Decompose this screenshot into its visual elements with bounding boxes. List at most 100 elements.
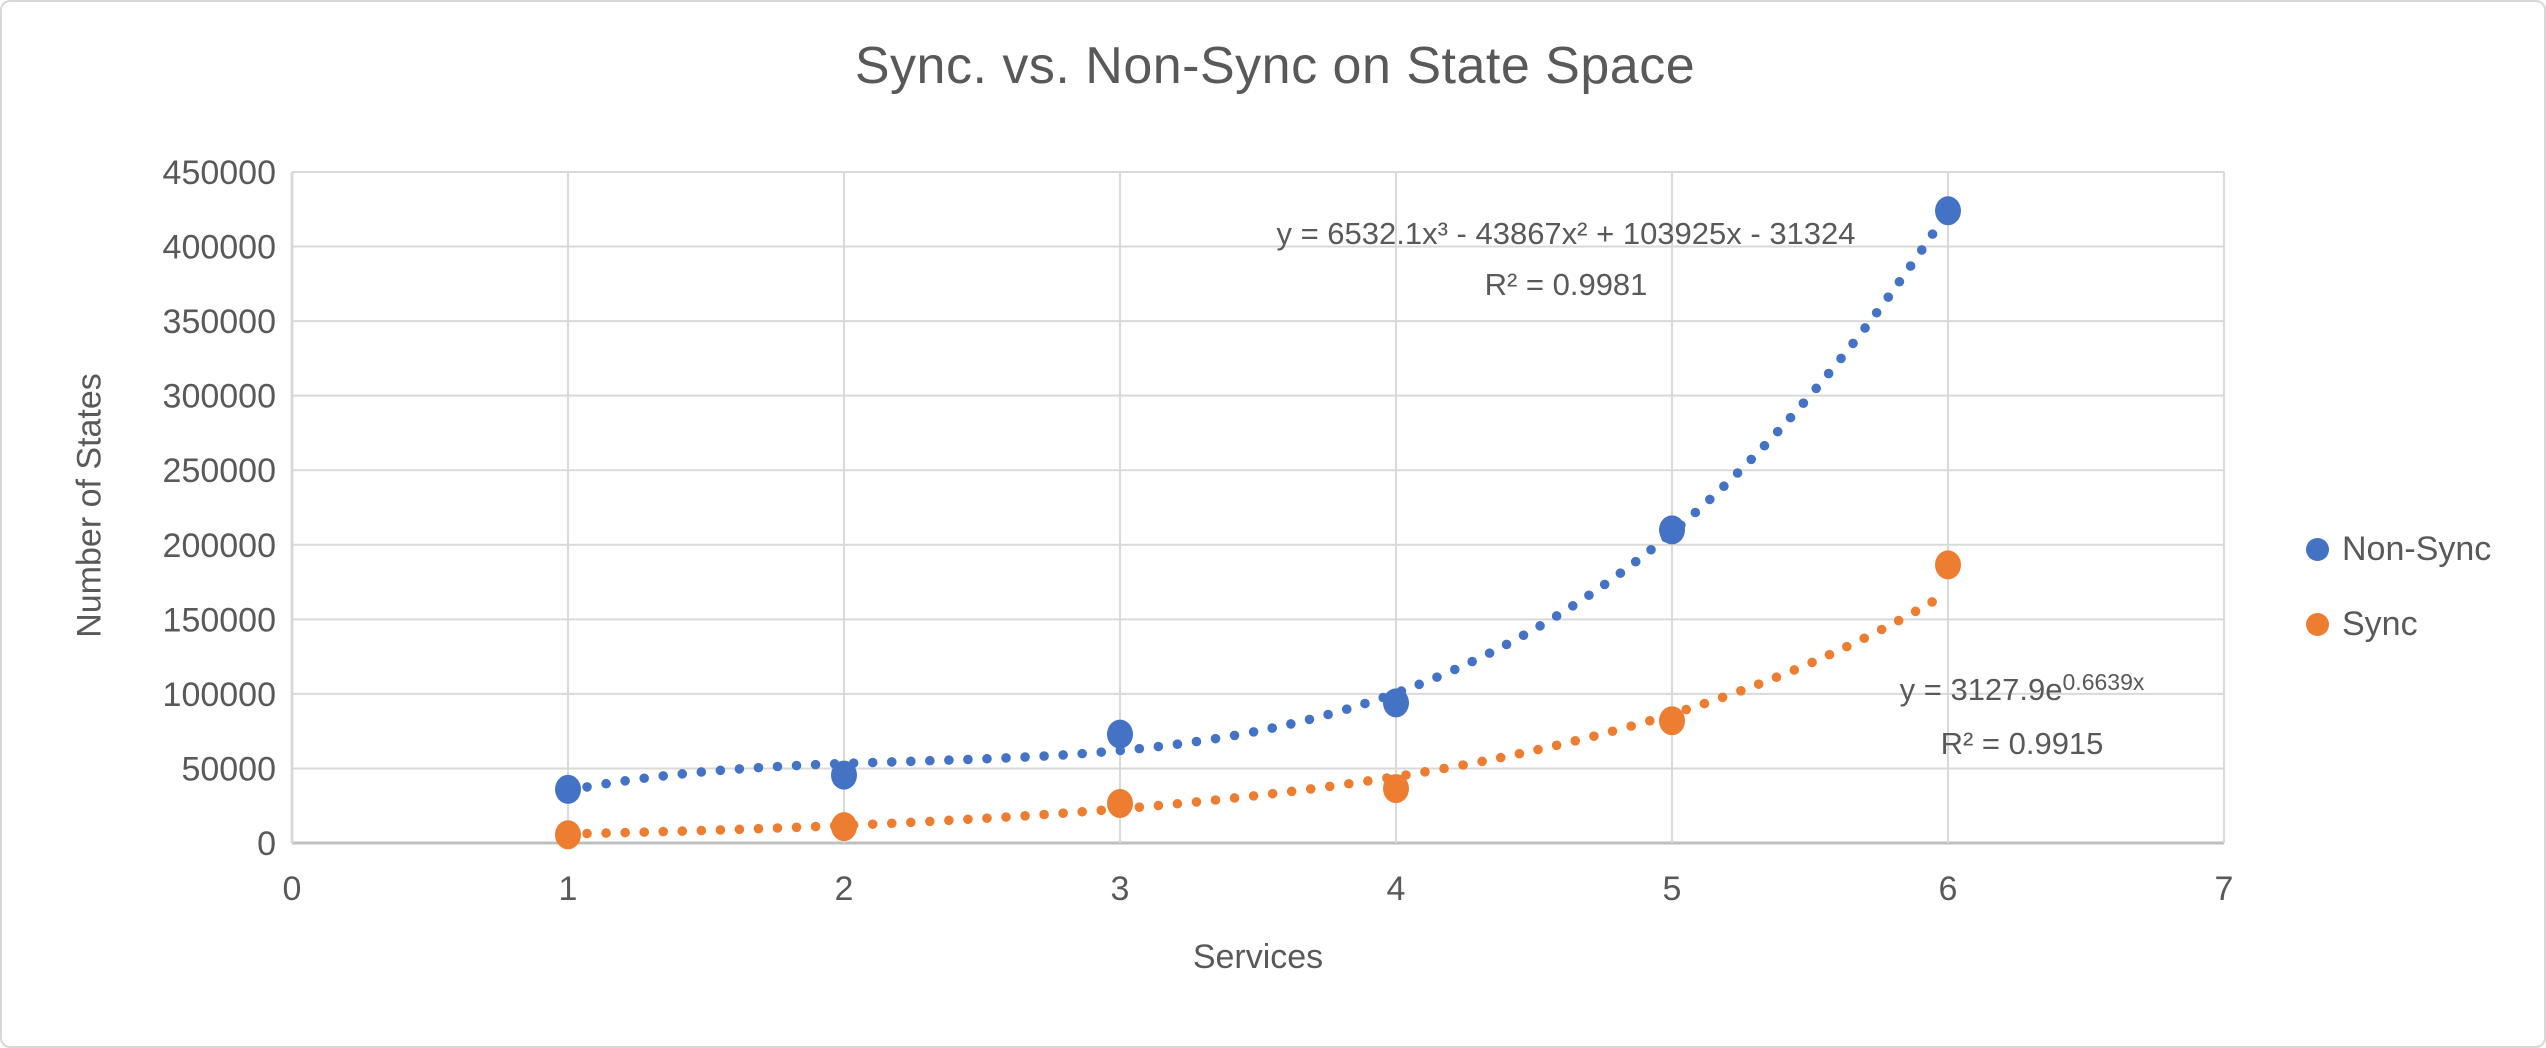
trendline-dot (1719, 481, 1729, 492)
trendline-dot (1449, 664, 1460, 675)
trendline-dot (1759, 440, 1770, 451)
trendline-dot (1096, 805, 1107, 816)
trendline-dot (982, 753, 992, 764)
x-tick-label: 4 (1387, 870, 1406, 908)
trendline-dot (1876, 624, 1887, 635)
sync-data-point (1935, 550, 1961, 580)
trendline-dot (601, 828, 611, 838)
trendline-dot (1501, 639, 1512, 650)
trendline-dot (1304, 714, 1315, 725)
trendline-dot (1607, 726, 1618, 737)
y-tick-label: 400000 (163, 229, 276, 267)
trendline-dot (1717, 692, 1728, 703)
trendline-dot (1646, 544, 1656, 555)
trendline-dot (1039, 751, 1049, 761)
trendline-dot (1916, 245, 1927, 255)
trendline-dot (677, 769, 688, 779)
nonsync-equation-text: y = 6532.1x³ - 43867x² + 103925x - 31324 (1276, 216, 1856, 251)
trendline-dot (1077, 748, 1087, 759)
trendline-dot (1789, 665, 1800, 675)
trendline-dot (1746, 454, 1757, 465)
trendline-dot (1134, 802, 1145, 812)
trendline-dot (1363, 776, 1373, 786)
trendline-dot (1191, 736, 1202, 747)
trendline-dot (1432, 672, 1442, 682)
trendline-dot (1248, 727, 1259, 737)
sync-legend-marker-icon (2306, 612, 2329, 636)
trendline-dot (1153, 741, 1164, 752)
trendline-dot (1927, 597, 1937, 607)
chart-title: Sync. vs. Non-Sync on State Space (854, 37, 1696, 95)
trendline-dot (1699, 698, 1710, 709)
trendline-dot (1772, 426, 1783, 437)
sync-data-point (1659, 706, 1685, 736)
trendline-dot (1753, 679, 1764, 689)
trendline-dot (1458, 760, 1468, 770)
trendline-dot (1172, 739, 1183, 749)
trendline-dot (1229, 793, 1240, 803)
sync-data-point (831, 812, 857, 842)
trendline-dot (772, 761, 783, 772)
trendline-dot (1785, 412, 1796, 423)
trendline-dot (696, 767, 707, 777)
non-sync-data-point (831, 760, 857, 790)
trendline-dot (1570, 736, 1581, 746)
trendline-dot (1615, 568, 1626, 578)
trendline-dot (1893, 615, 1904, 626)
trendline-dot (1626, 721, 1636, 731)
non-sync-legend-marker-icon (2306, 537, 2329, 561)
trendline-dot (1484, 648, 1495, 658)
trendline-dot (639, 773, 649, 784)
trendline-dot (1058, 808, 1068, 818)
trendline-dot (1823, 368, 1834, 379)
trendline-dot (905, 817, 916, 828)
trendline-dot (982, 813, 992, 823)
trendline-dot (1736, 686, 1746, 696)
y-axis-title: Number of States (70, 373, 109, 638)
y-tick-label: 50000 (181, 750, 276, 788)
trendline-dot (1589, 731, 1599, 741)
trendline-dot (753, 823, 764, 834)
trendline-dot (1690, 507, 1701, 518)
trendline-dot (753, 762, 764, 773)
trendline-dot (886, 757, 897, 767)
trendline-dot (1859, 633, 1870, 644)
nonsync-r-squared-text: R² = 0.9981 (1484, 267, 1648, 302)
trendline-dot (1286, 786, 1297, 797)
y-tick-label: 0 (257, 825, 276, 863)
trendline-dot (1824, 649, 1835, 660)
y-tick-label: 150000 (163, 601, 276, 639)
trendline-dot (1584, 590, 1594, 601)
trendline-dot (734, 764, 745, 774)
trendline-dot (944, 815, 954, 826)
trendline-dot (810, 821, 821, 832)
non-sync-data-point (555, 774, 581, 804)
trendline-dot (905, 756, 916, 767)
trendline-dot (944, 755, 954, 765)
trendline-dot (1096, 747, 1107, 757)
trendline-dot (886, 818, 897, 829)
sync-data-point (555, 820, 581, 850)
x-tick-label: 7 (2215, 870, 2234, 908)
trendline-dot (1894, 276, 1905, 287)
trendline-dot (1229, 730, 1240, 741)
trendline-dot (696, 825, 707, 836)
trendline-dot (1811, 383, 1822, 394)
trendline-dot (1020, 752, 1030, 762)
trendline-dot (1323, 709, 1333, 720)
non-sync-data-point (1383, 688, 1409, 718)
trendline-dot (639, 827, 649, 837)
x-tick-label: 6 (1939, 870, 1958, 908)
trendline-dot (715, 825, 726, 835)
trendline-dot (1842, 641, 1852, 652)
trendline-dot (620, 776, 630, 786)
y-tick-label: 100000 (163, 676, 276, 714)
trendline-dot (1836, 353, 1846, 364)
legend-label-sync: Sync (2342, 604, 2418, 643)
trendline-dot (1807, 657, 1817, 668)
trendline-dot (772, 823, 783, 833)
trendline-dot (1267, 723, 1278, 733)
x-tick-label: 2 (835, 870, 854, 908)
trendline-dot (1267, 788, 1278, 799)
